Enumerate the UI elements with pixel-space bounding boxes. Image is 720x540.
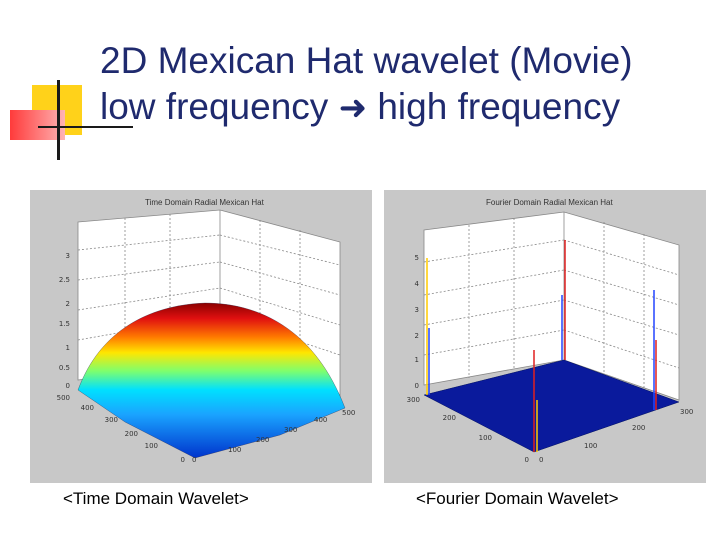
time-plot-title: Time Domain Radial Mexican Hat xyxy=(145,198,264,207)
time-x-tick: 100 xyxy=(228,446,241,454)
fourier-z-tick: 0 xyxy=(415,382,419,390)
fourier-z-tick: 1 xyxy=(415,356,419,364)
time-y-tick-labels: 0 100 200 300 400 500 xyxy=(57,394,185,464)
time-z-tick: 1.5 xyxy=(59,320,70,328)
time-z-tick-labels: 3 2.5 2 1.5 1 0.5 0 xyxy=(59,252,70,390)
time-y-tick: 100 xyxy=(145,442,158,450)
fourier-y-tick: 100 xyxy=(479,434,492,442)
fourier-z-tick: 5 xyxy=(415,254,419,262)
time-y-tick: 500 xyxy=(57,394,70,402)
fourier-x-tick: 100 xyxy=(584,442,597,450)
fourier-domain-caption: <Fourier Domain Wavelet> xyxy=(416,489,619,508)
time-z-tick: 1 xyxy=(66,344,70,352)
mexican-hat-surface xyxy=(77,302,346,459)
fourier-x-tick: 200 xyxy=(632,424,645,432)
fourier-domain-plot: Fourier Domain Radial Mexican Hat xyxy=(384,190,706,483)
slide-title: 2D Mexican Hat wavelet (Movie) low frequ… xyxy=(100,38,710,131)
fourier-y-tick-labels: 0 100 200 300 xyxy=(407,396,529,464)
time-x-tick: 400 xyxy=(314,416,327,424)
title-line-2: low frequency ➜ high frequency xyxy=(100,84,710,131)
time-domain-plot: Time Domain Radial Mexican Hat xyxy=(30,190,372,483)
fourier-plot-box xyxy=(423,211,680,401)
time-z-tick: 0.5 xyxy=(59,364,70,372)
horizontal-deco-bar xyxy=(38,126,133,128)
fourier-z-tick: 2 xyxy=(415,332,419,340)
fourier-y-tick: 200 xyxy=(443,414,456,422)
fourier-floor-surface xyxy=(423,359,680,453)
fourier-z-tick-labels: 5 4 3 2 1 0 xyxy=(415,254,420,390)
time-y-tick: 300 xyxy=(105,416,118,424)
fourier-x-tick: 0 xyxy=(539,456,543,464)
time-z-tick: 0 xyxy=(66,382,70,390)
time-z-tick: 2 xyxy=(66,300,70,308)
fourier-plot-title: Fourier Domain Radial Mexican Hat xyxy=(486,198,613,207)
time-y-tick: 200 xyxy=(125,430,138,438)
fourier-x-tick: 300 xyxy=(680,408,693,416)
time-x-tick-labels: 0 100 200 300 400 500 xyxy=(192,409,355,464)
vertical-deco-bar xyxy=(57,80,60,160)
time-y-tick: 0 xyxy=(181,456,185,464)
time-y-tick: 400 xyxy=(81,404,94,412)
time-x-tick: 0 xyxy=(192,456,196,464)
fourier-spikes xyxy=(426,240,657,452)
fourier-y-tick: 300 xyxy=(407,396,420,404)
time-x-tick: 200 xyxy=(256,436,269,444)
title-line-1: 2D Mexican Hat wavelet (Movie) xyxy=(100,40,633,81)
right-arrow-icon: ➜ xyxy=(338,88,368,128)
fourier-plot-svg: 5 4 3 2 1 0 0 100 200 300 0 100 200 300 xyxy=(407,211,693,464)
time-z-tick: 3 xyxy=(66,252,70,260)
red-deco-block xyxy=(10,110,65,140)
time-plot-svg: 3 2.5 2 1.5 1 0.5 0 0 100 200 300 400 50… xyxy=(57,209,355,464)
time-domain-caption: <Time Domain Wavelet> xyxy=(63,489,249,508)
fourier-x-tick-labels: 0 100 200 300 xyxy=(539,408,693,464)
time-x-tick: 300 xyxy=(284,426,297,434)
fourier-z-tick: 3 xyxy=(415,306,419,314)
fourier-z-tick: 4 xyxy=(415,280,420,288)
time-x-tick: 500 xyxy=(342,409,355,417)
fourier-y-tick: 0 xyxy=(525,456,529,464)
title-high-frequency: high frequency xyxy=(377,86,621,127)
time-z-tick: 2.5 xyxy=(59,276,70,284)
title-low-frequency: low frequency xyxy=(100,86,329,127)
